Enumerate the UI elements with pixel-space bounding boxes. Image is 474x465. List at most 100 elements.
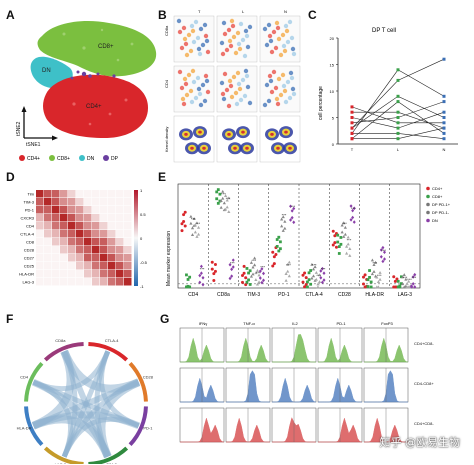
density-dot [226,103,232,109]
chart-e-point [225,198,229,202]
chart-e-point [222,201,226,205]
heatmap-cell [84,198,92,206]
chart-e-point [244,276,248,280]
chart-e-point [383,250,386,255]
density-dot [267,73,273,79]
chart-e-point [317,280,322,284]
kde-peak [288,146,292,150]
chart-c-point [442,57,446,61]
heatmap-cell [60,190,68,198]
chart-e-point [379,255,383,259]
heatmap-row-label: Tim [27,192,34,197]
heatmap-row-label: CXCR3 [20,216,34,221]
chart-c-point [396,94,400,98]
chart-e-point [352,220,356,224]
chart-e-point [212,272,216,276]
density-dot [180,96,186,102]
chart-e-point [311,274,316,278]
heatmap-cell [76,270,84,278]
col-label-l: L [242,9,245,14]
chart-e-sig: *** [200,267,205,272]
chart-e-point [190,233,195,237]
density-dot [271,69,277,75]
density-dot [274,96,280,102]
chart-e-point [244,283,248,287]
chart-e-point [227,196,231,200]
chart-e-point [349,204,353,208]
chart-e-point [212,279,216,283]
panel-label-d: D [6,170,15,184]
heatmap-cell [116,238,124,246]
chart-e-point [251,272,255,276]
chart-e-point [320,266,324,271]
density-dot [195,35,201,41]
heatmap-cell [124,206,132,214]
chart-e-point [254,278,258,281]
chord-label: TIM-3 [106,462,117,464]
chord-label: CD28 [143,374,154,379]
chart-e-point [336,233,340,237]
chart-e-point [375,285,379,289]
chart-e-legend-label: DP PD-1+ [432,202,451,207]
chart-e-point [216,188,220,192]
chart-e-point [271,264,275,268]
chart-e-point [257,273,261,277]
density-dot [228,83,234,89]
chart-e-xtick-label: CD8a [217,292,230,298]
chart-e-point [216,201,220,205]
heatmap-cell [116,246,124,254]
cd8-cluster [37,20,157,77]
heatmap-cell [52,246,60,254]
density-dot [230,23,236,29]
heatmap-cell [36,198,44,206]
density-dot [238,21,244,27]
density-dot [245,44,251,50]
chart-e-point [227,210,231,213]
heatmap-cell [36,222,44,230]
chart-e-point [196,232,201,236]
heatmap-cell [124,198,132,206]
chart-e-point [348,247,352,250]
chart-e-legend-label: CD4+ [432,186,443,191]
chord-label: PD-1 [143,426,153,431]
chart-e-sig: *** [256,271,261,276]
heatmap-cell [44,222,52,230]
chart-e-point [374,260,378,264]
density-dot [273,85,279,91]
density-dot [205,89,211,95]
legend-dp: DP [111,156,119,162]
heatmap-cell [116,262,124,270]
chart-c-point [396,131,400,135]
hist-col-label: FoxP3 [381,321,393,326]
density-dot [184,52,190,58]
chart-e-xtick-label: PD-1 [278,292,290,298]
chart-e-point [186,284,190,288]
chart-c-point [396,121,400,125]
density-cell [259,115,301,163]
heatmap-cell [76,262,84,270]
heatmap-cell [52,222,60,230]
chart-e-point [333,234,337,238]
chord-arc [128,361,148,402]
density-dot [290,86,296,92]
chart-e-point [392,275,396,279]
chart-e-point [306,285,309,289]
chart-e-point [307,278,311,282]
density-dot [231,34,237,40]
kde-peak [227,132,231,136]
heatmap-cell [92,238,100,246]
chart-e-point [301,280,305,284]
density-dot [193,19,199,25]
chart-e-point [215,190,219,194]
chart-e-legend-marker [426,210,430,215]
chart-e-point [400,275,403,279]
heatmap-cell [76,214,84,222]
density-dot [269,49,275,55]
chart-e-point [215,197,219,201]
chart-e-sig: *** [230,260,235,265]
density-dot [242,93,248,99]
chart-e-point [368,269,371,272]
heatmap-cell [108,214,116,222]
heatmap-cell [76,190,84,198]
chart-c-ylabel: cell percentage [318,86,324,120]
